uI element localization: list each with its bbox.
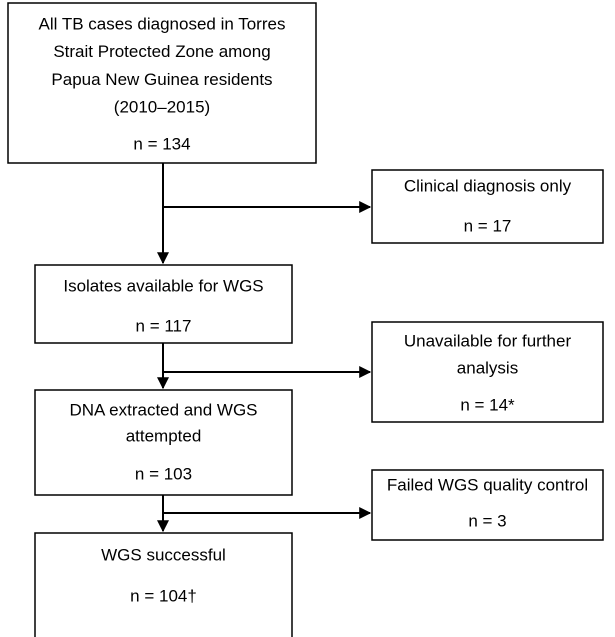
box-count: n = 134 [133, 134, 190, 153]
box-label: Failed WGS quality control [387, 475, 588, 494]
box-label: Strait Protected Zone among [53, 42, 270, 61]
box-label: (2010–2015) [114, 98, 210, 117]
box-label: All TB cases diagnosed in Torres [39, 14, 286, 33]
box-count: n = 103 [135, 464, 192, 483]
box-label: Unavailable for further [404, 331, 572, 350]
box [371, 321, 604, 423]
box-count: n = 17 [464, 216, 512, 235]
box [371, 169, 604, 244]
box [34, 532, 293, 637]
box-label: Papua New Guinea residents [51, 70, 272, 89]
box-count: n = 14* [460, 395, 515, 414]
box-count: n = 3 [468, 511, 506, 530]
box-label: Clinical diagnosis only [404, 176, 572, 195]
box-count: n = 104† [130, 586, 197, 605]
box-label: attempted [126, 426, 202, 445]
box-label: DNA extracted and WGS [69, 400, 257, 419]
box-count: n = 117 [136, 316, 192, 335]
box [7, 2, 317, 164]
box-label: WGS successful [101, 545, 226, 564]
connectors [157, 163, 372, 533]
box-label: analysis [457, 358, 518, 377]
box [34, 264, 293, 344]
box [371, 469, 604, 541]
box [34, 389, 293, 496]
box-label: Isolates available for WGS [63, 276, 263, 295]
